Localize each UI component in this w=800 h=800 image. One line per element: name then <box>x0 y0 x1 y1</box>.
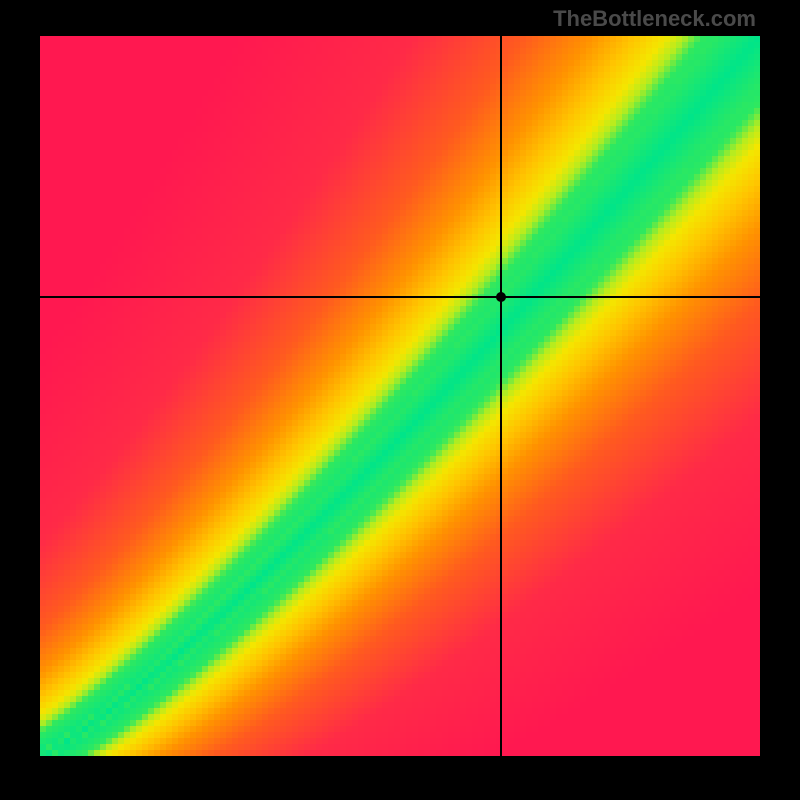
crosshair-vertical <box>500 36 502 756</box>
heatmap-canvas <box>40 36 760 756</box>
chart-container: TheBottleneck.com <box>0 0 800 800</box>
crosshair-horizontal <box>40 296 760 298</box>
watermark-text: TheBottleneck.com <box>553 6 756 32</box>
heatmap-plot <box>40 36 760 756</box>
data-point-marker <box>496 292 506 302</box>
